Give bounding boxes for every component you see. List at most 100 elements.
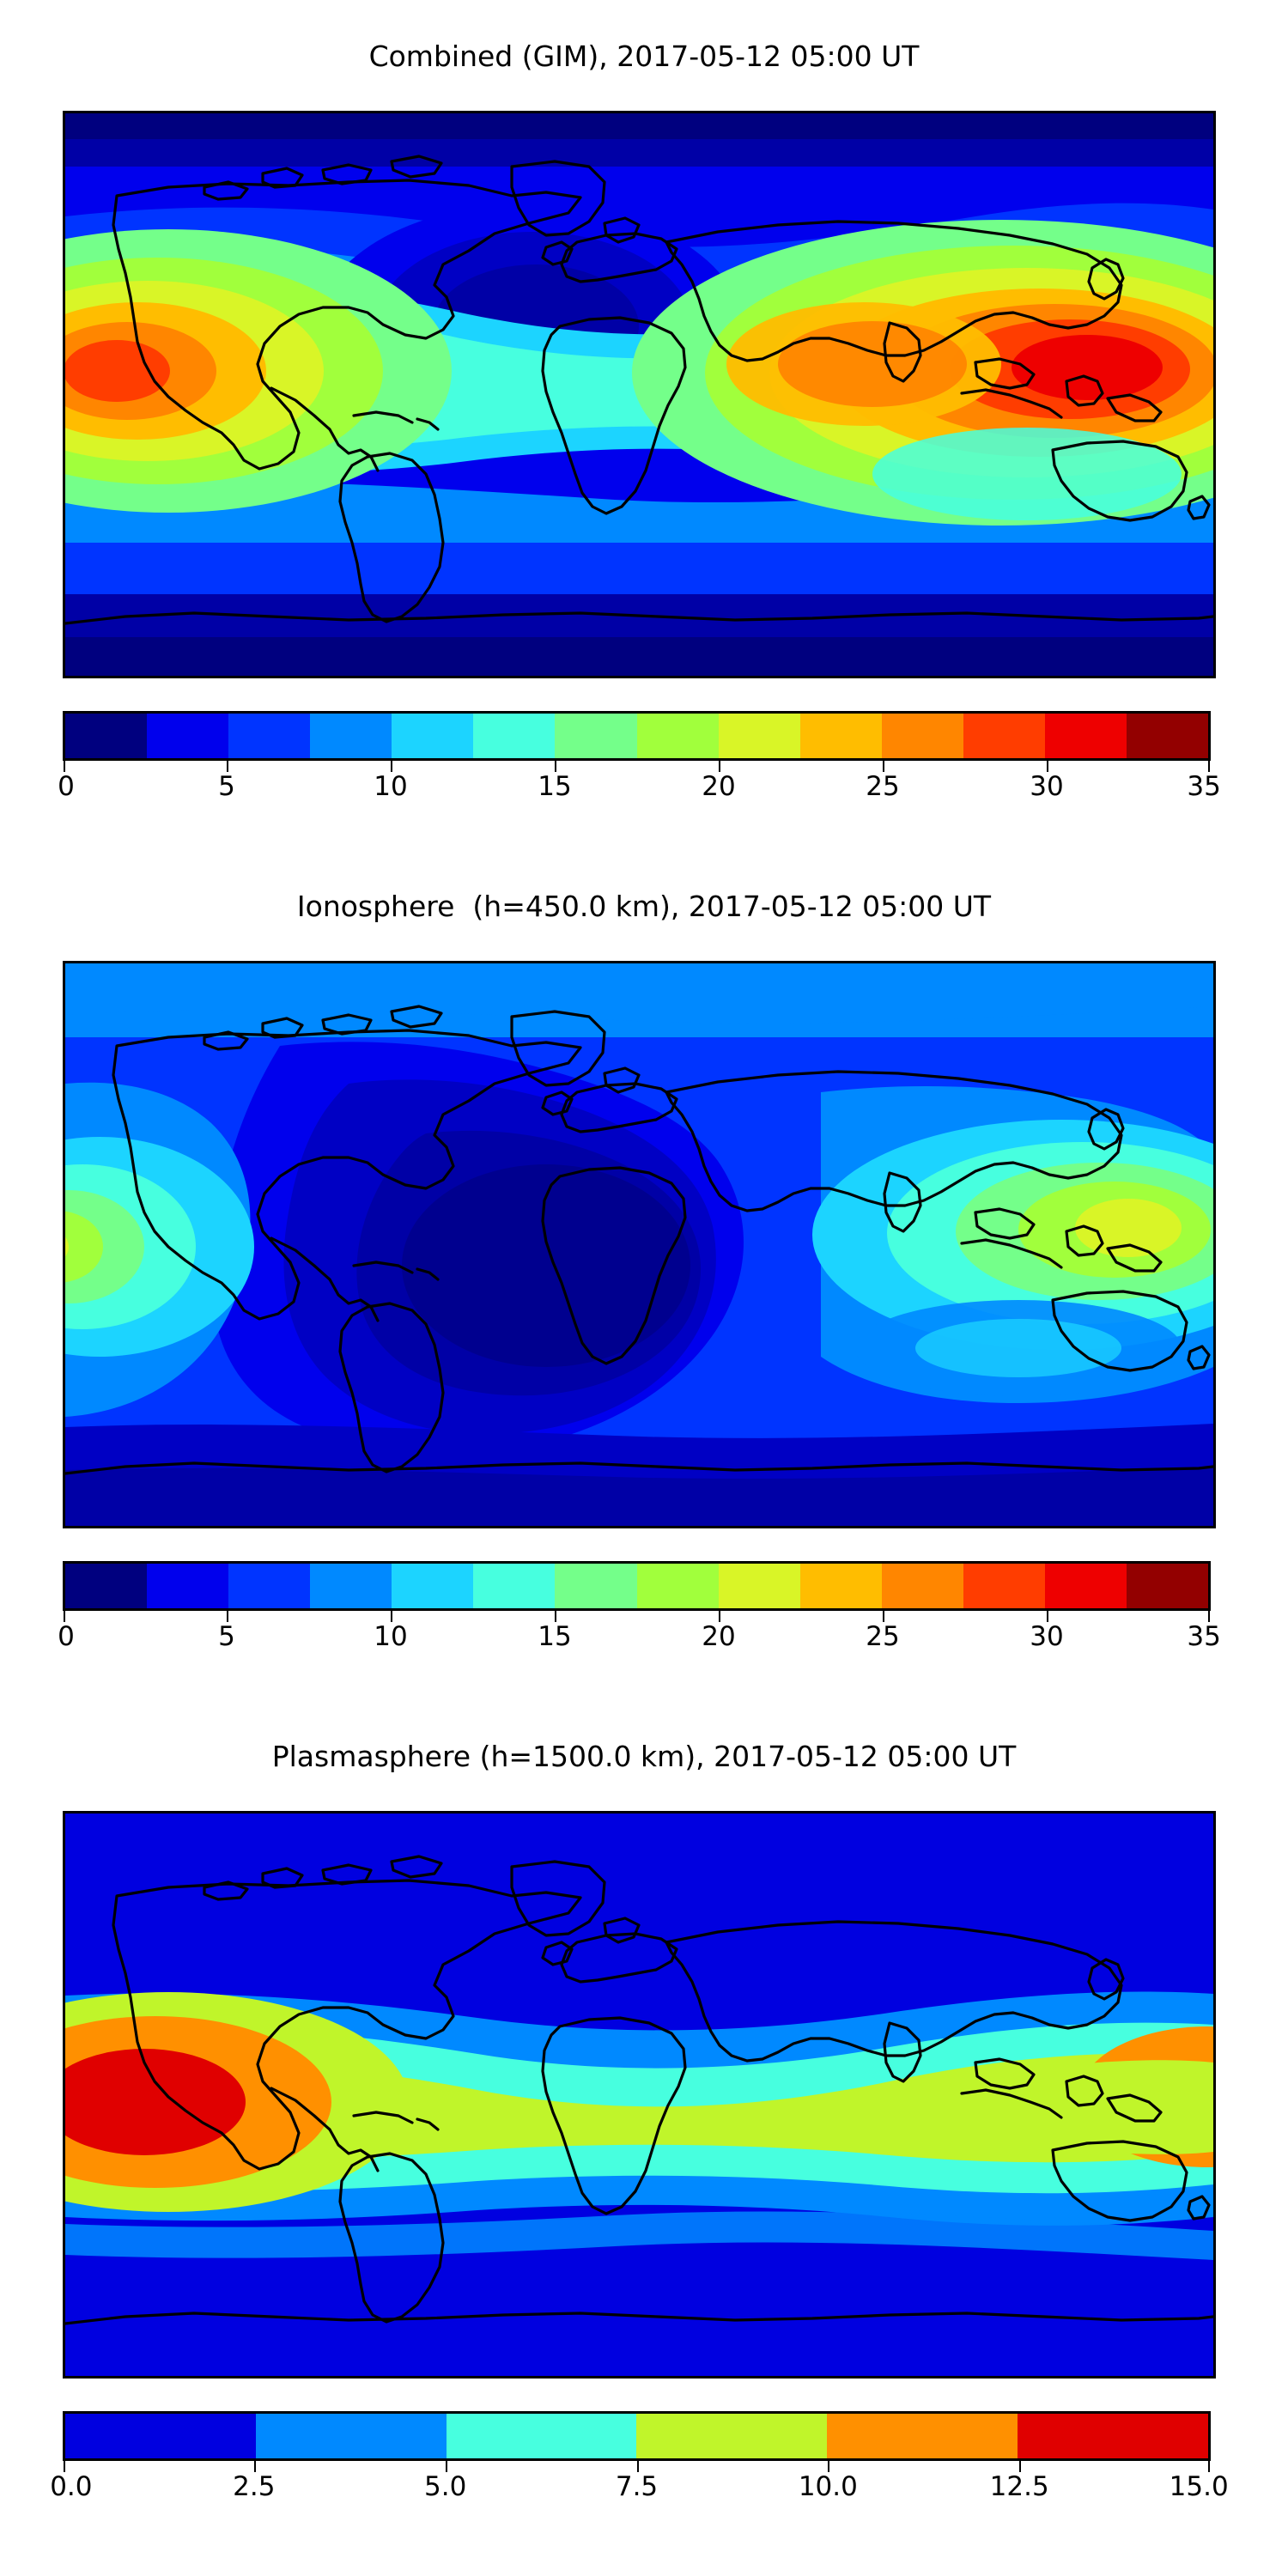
map-combined-gim [63,111,1216,678]
colorbar-tick-label-4: 20 [702,771,736,802]
panel-ionosphere: Ionosphere (h=450.0 km), 2017-05-12 05:0… [0,850,1288,1709]
colorbar-plasmasphere: 0.0 2.5 5.0 7.5 10.0 12.5 15.0 [50,2411,1229,2514]
colorbar-ticks-plasmasphere [63,2461,1211,2473]
colorbar-gradient-ionosphere [63,1561,1211,1611]
colorbar-tick-5 [883,1611,884,1622]
colorbar-segment-1 [147,1564,229,1608]
colorbar-segment-0 [65,2414,256,2458]
colorbar-segment-1 [255,2414,447,2458]
colorbar-segment-2 [228,1564,311,1608]
colorbar-tick-label-5: 25 [866,1621,900,1652]
colorbar-segment-11 [963,714,1045,758]
colorbar-tick-4 [828,2461,830,2472]
colorbar-tick-4 [719,761,720,772]
colorbar-tick-4 [719,1611,720,1622]
colorbar-labels-ionosphere: 0 5 10 15 20 25 30 35 [58,1621,1221,1659]
colorbar-gradient-plasmasphere [63,2411,1211,2461]
colorbar-tick-label-6: 15.0 [1169,2471,1229,2502]
colorbar-tick-3 [555,761,556,772]
colorbar-segment-13 [1127,714,1209,758]
colorbar-tick-label-1: 5 [218,1621,235,1652]
colorbar-segment-10 [881,714,963,758]
map-ionosphere [63,961,1216,1528]
colorbar-segment-11 [963,1564,1045,1608]
colorbar-segment-3 [636,2414,828,2458]
colorbar-tick-0 [64,761,65,772]
colorbar-segment-1 [147,714,229,758]
colorbar-tick-5 [1019,2461,1022,2472]
colorbar-segment-13 [1127,1564,1209,1608]
colorbar-segment-0 [65,1564,148,1608]
colorbar-segment-6 [555,1564,637,1608]
colorbar-segment-2 [228,714,311,758]
colorbar-tick-label-1: 5 [218,771,235,802]
map-contours-combined-gim [65,113,1213,676]
colorbar-tick-0 [64,1611,65,1622]
colorbar-tick-label-0: 0.0 [50,2471,93,2502]
colorbar-segment-5 [473,714,556,758]
map-contours-ionosphere [65,963,1213,1526]
colorbar-segment-9 [799,1564,882,1608]
colorbar-tick-label-5: 25 [866,771,900,802]
colorbar-tick-label-3: 15 [538,771,572,802]
colorbar-tick-label-4: 20 [702,1621,736,1652]
colorbar-segment-10 [881,1564,963,1608]
colorbar-tick-label-6: 30 [1030,771,1064,802]
colorbar-segment-6 [555,714,637,758]
colorbar-segment-12 [1044,714,1127,758]
panel-combined-gim: Combined (GIM), 2017-05-12 05:00 UT [0,0,1288,859]
colorbar-tick-label-2: 10 [374,771,408,802]
colorbar-tick-label-3: 7.5 [615,2471,659,2502]
colorbar-segment-7 [636,1564,719,1608]
colorbar-tick-0 [64,2461,65,2472]
colorbar-tick-5 [883,761,884,772]
colorbar-tick-7 [1208,1611,1210,1622]
colorbar-tick-label-2: 10 [374,1621,408,1652]
colorbar-segment-3 [310,1564,392,1608]
colorbar-ionosphere: 0 5 10 15 20 25 30 35 [58,1561,1221,1664]
colorbar-gradient-combined-gim [63,711,1211,761]
map-inner-ionosphere [65,963,1213,1526]
colorbar-segment-2 [446,2414,637,2458]
colorbar-tick-label-6: 30 [1030,1621,1064,1652]
colorbar-labels-plasmasphere: 0.0 2.5 5.0 7.5 10.0 12.5 15.0 [50,2471,1229,2509]
map-inner-plasmasphere [65,1814,1213,2376]
colorbar-tick-7 [1208,761,1210,772]
colorbar-tick-label-4: 10.0 [798,2471,858,2502]
colorbar-tick-6 [1208,2461,1210,2472]
colorbar-tick-3 [636,2461,639,2472]
colorbar-segment-0 [65,714,148,758]
colorbar-tick-label-7: 35 [1187,1621,1221,1652]
colorbar-ticks-combined-gim [63,761,1211,773]
colorbar-tick-1 [227,761,228,772]
colorbar-tick-6 [1047,761,1048,772]
colorbar-segment-7 [636,714,719,758]
panel-title-plasmasphere: Plasmasphere (h=1500.0 km), 2017-05-12 0… [271,1740,1017,1773]
panel-title-combined-gim: Combined (GIM), 2017-05-12 05:00 UT [368,39,920,73]
colorbar-tick-label-5: 12.5 [989,2471,1049,2502]
map-contours-plasmasphere [65,1814,1213,2376]
colorbar-tick-6 [1047,1611,1048,1622]
map-inner-combined-gim [65,113,1213,676]
colorbar-labels-combined-gim: 0 5 10 15 20 25 30 35 [58,771,1221,809]
colorbar-segment-8 [718,714,800,758]
colorbar-combined-gim: 0 5 10 15 20 25 30 35 [58,711,1221,814]
colorbar-segment-4 [392,1564,474,1608]
colorbar-segment-5 [473,1564,556,1608]
colorbar-tick-3 [555,1611,556,1622]
colorbar-tick-2 [391,1611,392,1622]
colorbar-tick-label-1: 2.5 [233,2471,276,2502]
colorbar-segment-8 [718,1564,800,1608]
colorbar-segment-9 [799,714,882,758]
colorbar-tick-label-7: 35 [1187,771,1221,802]
map-plasmasphere [63,1811,1216,2379]
colorbar-segment-3 [310,714,392,758]
colorbar-tick-label-2: 5.0 [424,2471,467,2502]
colorbar-tick-2 [445,2461,447,2472]
colorbar-tick-label-0: 0 [58,1621,75,1652]
colorbar-tick-2 [391,761,392,772]
colorbar-segment-4 [392,714,474,758]
panel-title-ionosphere: Ionosphere (h=450.0 km), 2017-05-12 05:0… [296,890,992,923]
colorbar-ticks-ionosphere [63,1611,1211,1623]
